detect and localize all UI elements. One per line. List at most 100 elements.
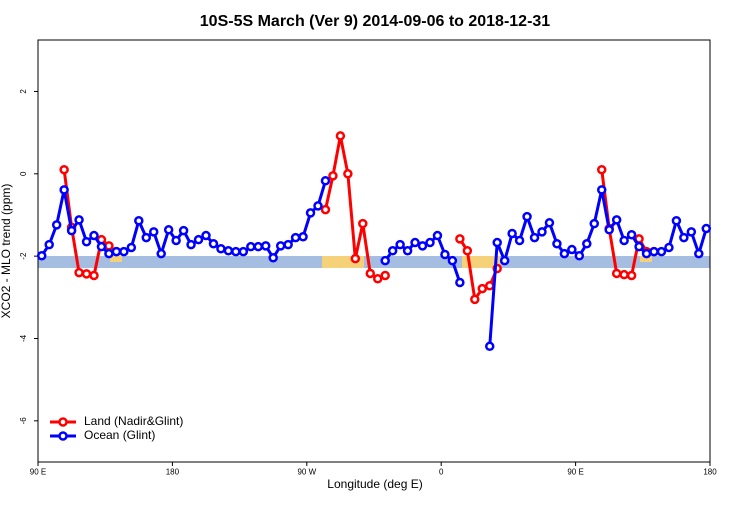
- data-point: [365, 268, 376, 279]
- data-point: [193, 234, 204, 245]
- data-point: [223, 246, 234, 256]
- legend-marker: [58, 417, 68, 427]
- data-point: [111, 246, 122, 257]
- data-point: [148, 227, 159, 237]
- data-point: [649, 246, 659, 257]
- data-point: [537, 227, 547, 237]
- data-point: [201, 230, 211, 241]
- data-point: [231, 246, 241, 257]
- data-point: [253, 241, 264, 252]
- data-point: [59, 164, 69, 175]
- data-point: [320, 204, 331, 215]
- data-point: [455, 277, 465, 288]
- data-point: [514, 235, 525, 246]
- data-point: [134, 215, 144, 226]
- data-point: [104, 241, 114, 251]
- data-point: [246, 241, 256, 252]
- data-point: [66, 225, 77, 236]
- legend-entry: Land (Nadir&Glint): [50, 414, 183, 428]
- data-point: [574, 250, 585, 261]
- data-point: [260, 241, 271, 251]
- chart-title: 10S-5S March (Ver 9) 2014-09-06 to 2018-…: [200, 13, 551, 30]
- data-point: [89, 230, 99, 241]
- data-point: [208, 239, 219, 249]
- data-point: [126, 242, 137, 253]
- data-point: [611, 215, 622, 225]
- data-point: [611, 268, 622, 279]
- data-point: [499, 255, 510, 266]
- data-point: [328, 171, 338, 181]
- x-tick-label: 180: [166, 468, 180, 477]
- x-tick-label: 90 E: [567, 468, 583, 477]
- data-point: [358, 218, 368, 229]
- data-point: [596, 185, 607, 195]
- legend-marker: [58, 431, 68, 441]
- data-point: [440, 249, 450, 260]
- data-point: [470, 294, 480, 305]
- data-point: [178, 225, 189, 236]
- data-point: [320, 176, 331, 186]
- data-point: [507, 228, 517, 239]
- data-point: [626, 229, 637, 240]
- y-axis-label: XCO2 - MLO trend (ppm): [0, 184, 13, 319]
- data-point: [492, 237, 502, 248]
- data-point: [163, 225, 174, 235]
- data-point: [350, 253, 361, 264]
- data-point: [387, 246, 398, 256]
- plot-frame: [37, 39, 711, 463]
- data-point: [679, 232, 689, 243]
- data-point: [656, 246, 667, 257]
- data-point: [701, 223, 712, 234]
- x-axis-label: Longitude (deg E): [327, 477, 422, 491]
- data-point: [671, 215, 682, 226]
- x-tick-label: 180: [703, 468, 717, 477]
- data-point: [343, 169, 353, 179]
- data-point: [305, 208, 316, 218]
- data-point: [552, 239, 562, 249]
- data-point: [567, 244, 577, 255]
- data-point: [156, 248, 166, 259]
- data-point: [455, 234, 465, 244]
- data-point: [36, 250, 47, 261]
- data-point: [275, 241, 286, 251]
- data-point: [104, 248, 114, 259]
- data-point: [477, 283, 488, 294]
- data-point: [686, 227, 697, 237]
- data-point: [313, 201, 323, 211]
- data-point: [694, 248, 704, 259]
- data-point: [484, 281, 495, 291]
- x-tick-label: 0: [439, 468, 444, 477]
- data-point: [74, 267, 84, 278]
- data-point: [380, 255, 390, 266]
- data-point: [619, 269, 629, 280]
- data-point: [238, 246, 249, 257]
- data-point: [582, 239, 592, 249]
- data-point: [641, 248, 652, 259]
- legend-label: Ocean (Glint): [84, 428, 155, 442]
- data-point: [283, 239, 293, 250]
- data-point: [596, 164, 607, 175]
- data-point: [186, 239, 196, 250]
- data-point: [59, 185, 69, 195]
- y-tick-label: -4: [19, 334, 28, 342]
- data-point: [268, 253, 278, 263]
- data-point: [559, 248, 570, 259]
- data-point: [484, 341, 495, 352]
- data-point: [544, 218, 555, 228]
- data-point: [417, 241, 428, 251]
- x-tick-label: 90 E: [30, 468, 46, 477]
- data-point: [380, 270, 390, 281]
- surface-strip: [38, 256, 710, 268]
- data-point: [335, 131, 346, 141]
- y-tick-label: 2: [19, 89, 28, 94]
- legend-label: Land (Nadir&Glint): [84, 414, 183, 428]
- data-point: [44, 239, 54, 250]
- data-point: [447, 255, 458, 266]
- data-point: [96, 241, 107, 252]
- legend-entry: Ocean (Glint): [50, 428, 155, 442]
- y-tick-label: -6: [19, 417, 28, 425]
- data-point: [432, 230, 443, 241]
- y-tick-label: 0: [19, 171, 28, 176]
- data-point: [410, 237, 420, 248]
